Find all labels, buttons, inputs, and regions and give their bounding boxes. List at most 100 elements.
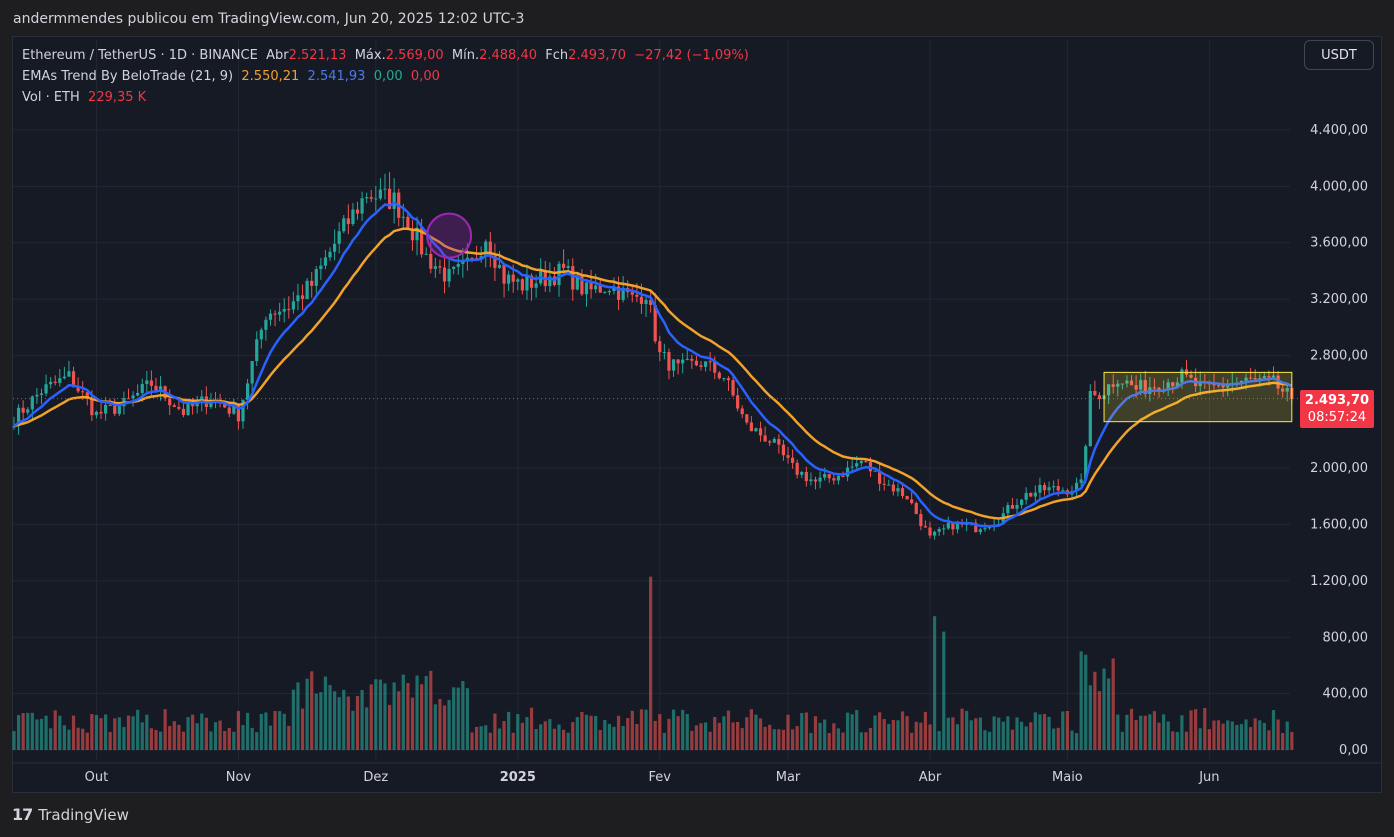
candle-body xyxy=(461,261,465,264)
volume-bar xyxy=(758,718,763,750)
y-tick-label: 4.000,00 xyxy=(1310,179,1368,194)
volume-bar xyxy=(703,722,708,750)
chart-frame[interactable] xyxy=(12,36,1382,793)
candle-body xyxy=(337,231,341,244)
volume-bar xyxy=(859,732,863,750)
volume-bar xyxy=(639,709,644,750)
candle-body xyxy=(896,488,900,492)
volume-bar xyxy=(44,715,48,750)
candle-body xyxy=(1084,446,1088,480)
volume-bar xyxy=(76,727,80,750)
volume-bar xyxy=(35,719,39,750)
volume-bar xyxy=(795,726,799,750)
candle-body xyxy=(772,438,776,443)
volume-bar xyxy=(1267,730,1271,750)
candle-body xyxy=(39,393,44,395)
volume-bar xyxy=(690,730,694,750)
volume-bar xyxy=(1052,728,1056,750)
volume-bar xyxy=(149,728,153,750)
candle-body xyxy=(923,526,928,528)
candle-body xyxy=(562,263,566,268)
candle-body xyxy=(1079,479,1083,483)
volume-bar xyxy=(791,729,795,750)
candle-body xyxy=(1020,499,1024,505)
volume-bar xyxy=(1070,730,1074,750)
volume-bar xyxy=(346,696,350,750)
candle-body xyxy=(227,407,231,414)
legend-vol-row[interactable]: Vol · ETH 229,35 K xyxy=(22,87,749,108)
candle-body xyxy=(983,528,987,530)
volume-bar xyxy=(502,721,506,750)
currency-button[interactable]: USDT xyxy=(1304,40,1374,70)
legend-ohlc-row[interactable]: Ethereum / TetherUS · 1D · BINANCE Abr2.… xyxy=(22,45,749,66)
volume-bar xyxy=(736,722,740,750)
candle-body xyxy=(236,405,241,422)
legend-symbol[interactable]: Ethereum / TetherUS · 1D · BINANCE xyxy=(22,48,258,63)
volume-bar xyxy=(932,616,937,750)
volume-bar xyxy=(1033,712,1037,750)
candle-body xyxy=(85,392,89,399)
legend-vol-name[interactable]: Vol · ETH xyxy=(22,90,80,105)
candle-body xyxy=(438,266,442,268)
volume-bar xyxy=(997,717,1001,750)
candle-body xyxy=(346,218,350,225)
volume-bar xyxy=(891,720,895,750)
volume-bar xyxy=(1285,721,1289,750)
candle-body xyxy=(81,391,85,393)
candle-body xyxy=(355,209,360,214)
candle-body xyxy=(740,408,744,415)
volume-bar xyxy=(1175,731,1179,750)
candle-body xyxy=(1107,384,1111,396)
volume-bar xyxy=(300,708,305,750)
volume-bar xyxy=(928,724,932,750)
volume-bar xyxy=(351,710,355,750)
candle-body xyxy=(268,313,273,320)
volume-bar xyxy=(878,712,882,750)
volume-bar xyxy=(1276,719,1280,750)
volume-bar xyxy=(71,715,76,750)
volume-bar xyxy=(397,691,401,750)
candle-body xyxy=(644,300,648,304)
legend-ema-row[interactable]: EMAs Trend By BeloTrade (21, 9) 2.550,21… xyxy=(22,66,749,87)
last-price: 2.493,70 xyxy=(1304,393,1370,408)
publisher-line: andermmendes publicou em TradingView.com… xyxy=(13,11,525,27)
volume-bar xyxy=(978,717,982,750)
legend-ema-name[interactable]: EMAs Trend By BeloTrade (21, 9) xyxy=(22,69,234,84)
volume-bar xyxy=(873,715,877,750)
candle-body xyxy=(580,275,584,295)
candle-body xyxy=(910,499,914,504)
volume-bar xyxy=(616,715,621,750)
candle-body xyxy=(369,197,373,199)
candle-body xyxy=(1285,387,1289,392)
volume-bar xyxy=(209,731,213,750)
volume-bar xyxy=(575,716,579,750)
volume-bar xyxy=(94,714,99,750)
candle-body xyxy=(1006,505,1010,514)
candle-body xyxy=(442,267,447,282)
y-tick-label: 800,00 xyxy=(1323,630,1369,645)
candle-body xyxy=(255,339,259,362)
volume-bar xyxy=(484,725,488,750)
volume-bar xyxy=(154,729,158,750)
candle-body xyxy=(497,264,502,268)
volume-bar xyxy=(1171,731,1175,750)
candle-body xyxy=(836,475,840,481)
candle-body xyxy=(891,484,895,492)
candle-body xyxy=(328,251,332,258)
footer-brand[interactable]: 17 TradingView xyxy=(12,805,129,824)
candle-body xyxy=(401,216,405,218)
candle-body xyxy=(520,279,524,291)
volume-bar xyxy=(126,715,131,750)
volume-bar xyxy=(694,725,699,750)
volume-bar xyxy=(355,695,360,750)
candle-body xyxy=(406,216,410,230)
volume-bar xyxy=(113,718,117,750)
volume-bar xyxy=(456,687,460,750)
volume-bar xyxy=(983,730,987,750)
volume-bar xyxy=(1010,729,1015,750)
volume-bar xyxy=(749,709,753,750)
y-tick-label: 1.200,00 xyxy=(1310,574,1368,589)
volume-bar xyxy=(310,671,314,750)
volume-bar xyxy=(781,729,786,750)
